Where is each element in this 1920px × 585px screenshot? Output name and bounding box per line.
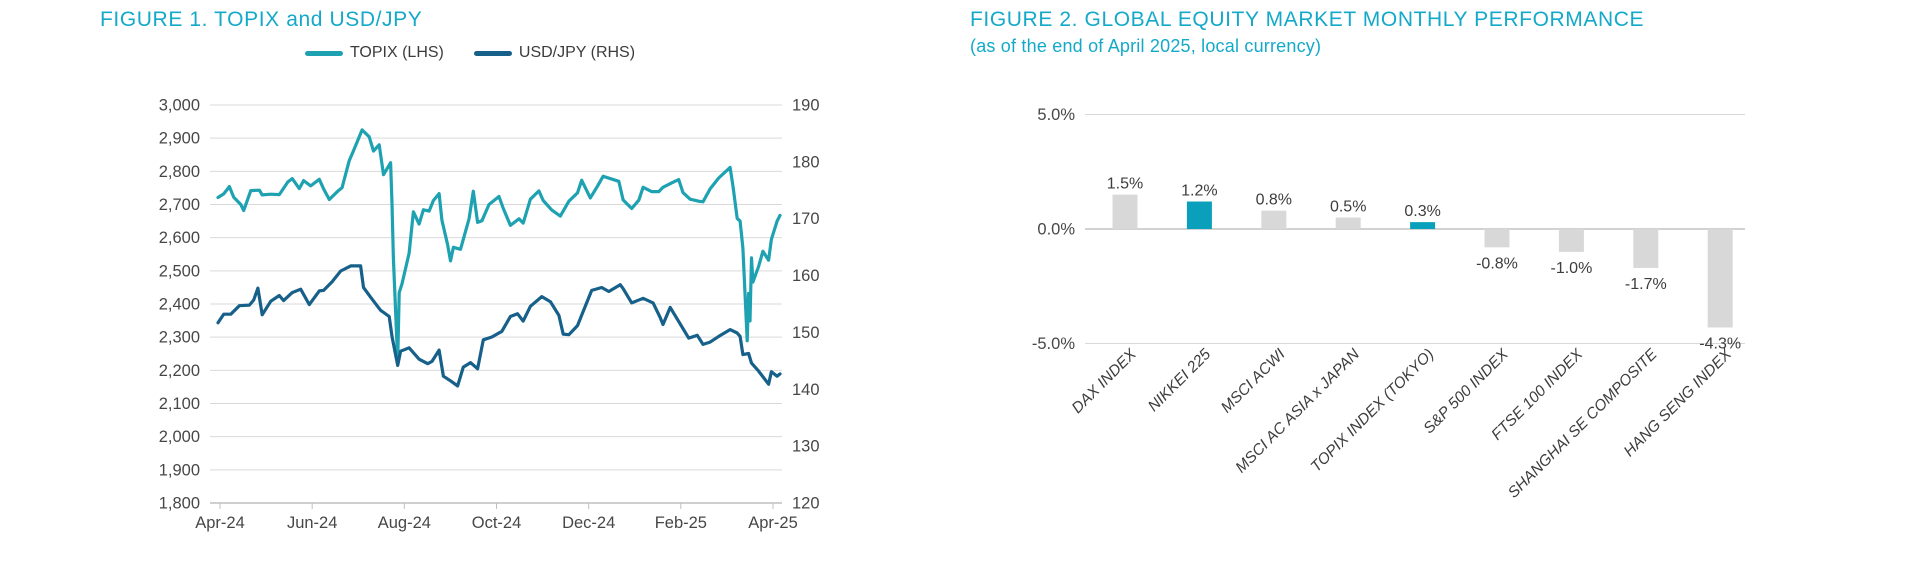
left-axis-tick-label: 2,800	[159, 163, 200, 181]
x-axis-tick-label: Jun-24	[287, 514, 337, 532]
bar-value-label: 1.2%	[1181, 183, 1217, 200]
usdjpy-line-swatch-icon	[473, 50, 512, 56]
x-axis-tick-label: Apr-25	[748, 514, 798, 532]
left-axis-tick-label: 1,800	[159, 495, 200, 513]
left-axis-tick-label: 2,500	[159, 262, 200, 280]
left-axis-tick-label: 2,600	[159, 229, 200, 247]
bar-value-label: -4.3%	[1699, 335, 1741, 352]
legend-item-usdjpy: USD/JPY (RHS)	[473, 44, 636, 62]
bar	[1335, 217, 1361, 229]
bar	[1484, 229, 1510, 248]
bar-value-label: 1.5%	[1107, 176, 1143, 193]
topix-line-swatch-icon	[304, 50, 343, 56]
bar	[1633, 229, 1659, 268]
bar-highlighted	[1410, 222, 1436, 229]
bar-value-label: -1.7%	[1625, 276, 1667, 293]
right-axis-tick-label: 170	[792, 210, 820, 228]
y-axis-tick-label: 0.0%	[1037, 221, 1075, 239]
bar	[1558, 229, 1584, 252]
figure2-subtitle: (as of the end of April 2025, local curr…	[970, 36, 1322, 56]
bar-value-label: 0.5%	[1330, 199, 1366, 216]
figure1-title: FIGURE 1. TOPIX and USD/JPY	[100, 8, 423, 31]
usdjpy-legend-label: USD/JPY (RHS)	[518, 44, 636, 61]
topix-legend-label: TOPIX (LHS)	[349, 44, 444, 61]
category-label: SHANGHAI SE COMPOSITE	[1505, 345, 1661, 501]
category-label: NIKKEI 225	[1145, 346, 1215, 416]
right-axis-tick-label: 190	[792, 97, 820, 115]
right-axis-tick-label: 140	[792, 381, 820, 399]
right-axis-tick-label: 120	[792, 495, 820, 513]
left-axis-tick-label: 2,000	[159, 428, 200, 446]
figure1-legend: TOPIX (LHS) USD/JPY (RHS)	[100, 43, 840, 63]
bar	[1707, 229, 1733, 328]
x-axis-tick-label: Apr-24	[195, 514, 245, 532]
bar-value-label: 0.3%	[1404, 203, 1440, 220]
right-axis-tick-label: 180	[792, 153, 820, 171]
x-axis-tick-label: Dec-24	[562, 514, 615, 532]
right-axis-tick-label: 150	[792, 324, 820, 342]
y-axis-tick-label: 5.0%	[1037, 106, 1075, 124]
figure2-title: FIGURE 2. GLOBAL EQUITY MARKET MONTHLY P…	[970, 8, 1645, 31]
category-label: DAX INDEX	[1069, 345, 1141, 417]
left-axis-tick-label: 2,100	[159, 395, 200, 413]
figure2-global-equity-performance: FIGURE 2. GLOBAL EQUITY MARKET MONTHLY P…	[970, 8, 1800, 571]
x-axis-tick-label: Oct-24	[472, 514, 522, 532]
topix-series-line	[216, 128, 782, 363]
left-axis-tick-label: 2,200	[159, 362, 200, 380]
right-axis-tick-label: 160	[792, 267, 820, 285]
right-axis-tick-label: 130	[792, 438, 820, 456]
left-axis-tick-label: 1,900	[159, 461, 200, 479]
bar	[1112, 194, 1138, 229]
monthly-performance-bar-chart: 5.0% 0.0% -5.0% 1.5% DAX INDEX 1.2% NIKKEI 225…	[1032, 106, 1745, 502]
category-label: MSCI ACWI	[1218, 345, 1289, 416]
category-label: MSCI AC ASIA x JAPAN	[1232, 345, 1363, 476]
x-axis-tick-label: Feb-25	[655, 514, 707, 532]
category-label: TOPIX INDEX (TOKYO)	[1308, 346, 1438, 476]
left-axis-tick-label: 2,900	[159, 130, 200, 148]
bar	[1261, 210, 1287, 229]
left-axis-tick-label: 3,000	[159, 97, 200, 115]
bar-value-label: 0.8%	[1256, 192, 1292, 209]
left-axis-tick-label: 2,300	[159, 329, 200, 347]
legend-item-topix: TOPIX (LHS)	[304, 44, 444, 62]
left-axis-tick-label: 2,700	[159, 196, 200, 214]
x-axis-tick-label: Aug-24	[378, 514, 431, 532]
bar-highlighted	[1186, 201, 1212, 229]
left-axis-tick-label: 2,400	[159, 296, 200, 314]
bar-value-label: -0.8%	[1476, 255, 1518, 272]
topix-usdjpy-line-chart: 3,000 2,900 2,800 2,700 2,600 2,500 2,400 2,300…	[159, 97, 820, 533]
bar-value-label: -1.0%	[1551, 260, 1593, 277]
figure1-topix-usdjpy: FIGURE 1. TOPIX and USD/JPY TOPIX (LHS) …	[100, 8, 840, 544]
usdjpy-series-line	[216, 264, 782, 388]
y-axis-tick-label: -5.0%	[1032, 335, 1075, 353]
